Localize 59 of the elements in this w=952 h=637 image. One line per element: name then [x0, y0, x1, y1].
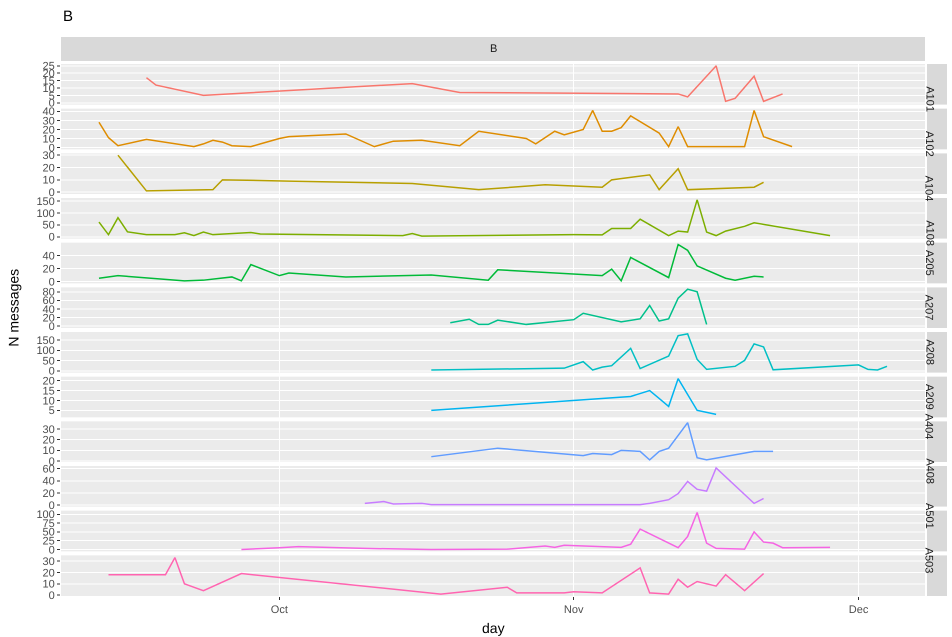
chart-title: A501: [923, 503, 935, 529]
text: B: [490, 43, 498, 55]
text: A207: [922, 294, 935, 320]
y-tick-label: 10: [42, 395, 55, 408]
y-tick-label: 0: [48, 544, 55, 556]
x-tick-label: Nov: [564, 604, 584, 616]
x-tick-label: Dec: [848, 604, 869, 616]
y-axis-title: N messages: [5, 268, 22, 347]
text: B: [63, 8, 74, 25]
line-series: [98, 199, 831, 237]
y-tick-label: 20: [42, 375, 55, 388]
y-tick-label: 30: [42, 556, 55, 568]
y-tick-label: 0: [48, 590, 55, 602]
y-tick-label: 0: [48, 232, 55, 244]
line-series: [108, 556, 764, 595]
line-series: [240, 512, 831, 550]
y-tick-label: 150: [36, 335, 55, 348]
y-tick-label: 0: [48, 276, 55, 288]
y-tick-label: 20: [42, 567, 55, 580]
y-tick-label: 100: [36, 345, 55, 358]
line-series: [98, 244, 764, 282]
chart-title: A408: [923, 458, 936, 484]
y-tick-label: 100: [36, 208, 55, 220]
text: A101: [923, 86, 936, 112]
chart-title: A503: [922, 548, 935, 574]
y-tick-label: 150: [36, 196, 55, 208]
line-series: [117, 154, 764, 192]
x-axis-title: day: [482, 620, 505, 636]
text: A209: [923, 384, 935, 410]
y-tick-label: 10: [42, 174, 55, 187]
text: A208: [923, 339, 936, 366]
x-tick-label: Oct: [270, 604, 288, 616]
y-tick-label: 20: [42, 488, 55, 500]
y-tick-label: 40: [42, 476, 55, 488]
y-tick-label: 40: [42, 250, 55, 262]
line-series: [430, 422, 774, 461]
line-series: [430, 378, 717, 416]
line-series: [146, 65, 784, 102]
y-tick-label: 20: [42, 162, 55, 174]
chart-title: A404: [922, 414, 935, 440]
y-tick-label: 5: [48, 405, 55, 418]
y-tick-label: 20: [42, 434, 55, 447]
text: A108: [923, 220, 936, 246]
text: A205: [923, 250, 935, 276]
y-tick-label: 30: [42, 424, 55, 436]
y-tick-label: 20: [42, 263, 55, 276]
y-tick-label: 10: [42, 578, 55, 591]
y-tick-label: 0: [48, 321, 55, 334]
text: A104: [922, 176, 935, 202]
y-tick-label: 15: [42, 385, 55, 398]
y-tick-label: 0: [48, 366, 55, 378]
line-series: [364, 467, 764, 506]
y-tick-label: 50: [42, 355, 55, 368]
text: A102: [923, 131, 935, 157]
y-tick-label: 50: [42, 220, 55, 232]
line-series: [450, 288, 708, 326]
y-tick-label: 10: [42, 445, 55, 458]
line-series: [430, 333, 888, 371]
line-series: [98, 110, 793, 148]
